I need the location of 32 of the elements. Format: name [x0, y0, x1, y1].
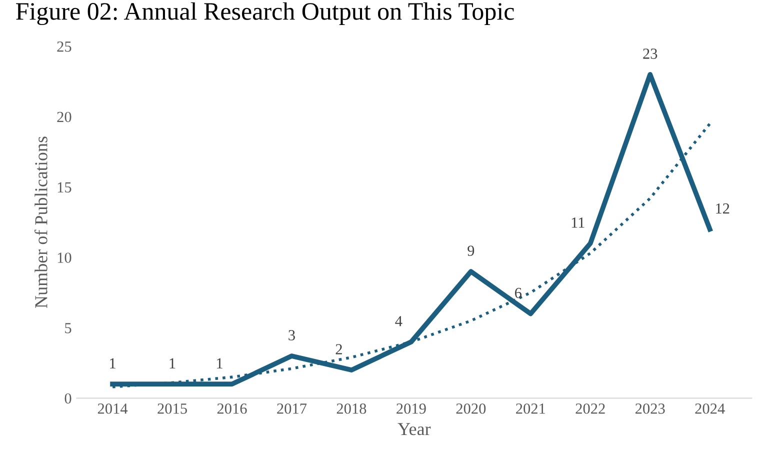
x-tick-label: 2017 — [277, 403, 307, 414]
x-tick-label: 2021 — [516, 403, 546, 414]
data-label: 9 — [468, 246, 474, 256]
y-tick-label: 15 — [58, 182, 72, 193]
chart-title: Figure 02: Annual Research Output on This Topic — [16, 2, 514, 26]
x-tick-label: 2014 — [98, 403, 128, 414]
data-label: 1 — [170, 358, 176, 368]
data-label: 12 — [716, 203, 730, 214]
data-label: 4 — [395, 316, 402, 326]
x-tick-label: 2023 — [636, 403, 665, 414]
data-label: 11 — [572, 218, 584, 228]
data-label: 6 — [514, 288, 522, 298]
x-tick-label: 2018 — [336, 403, 366, 414]
x-tick-label: 2024 — [695, 403, 725, 414]
x-tick-label: 2015 — [158, 403, 187, 414]
data-label: 2 — [336, 344, 342, 354]
x-tick-label: 2016 — [217, 403, 247, 414]
data-label: 3 — [288, 330, 295, 340]
x-tick-label: 2020 — [456, 403, 486, 414]
y-tick-label: 25 — [57, 41, 72, 52]
y-axis-title: Number of Publications — [34, 136, 48, 308]
x-axis-title: Year — [398, 423, 431, 436]
y-tick-label: 20 — [57, 112, 72, 122]
data-label: 1 — [110, 358, 116, 368]
y-tick-label: 10 — [58, 252, 72, 263]
line-series — [110, 72, 712, 387]
y-tick-label: 5 — [65, 323, 72, 334]
x-tick-label: 2019 — [396, 403, 426, 414]
data-label: 1 — [217, 358, 222, 368]
x-tick-label: 2022 — [576, 403, 605, 414]
y-tick-label: 0 — [64, 393, 72, 404]
data-label: 23 — [643, 48, 658, 59]
